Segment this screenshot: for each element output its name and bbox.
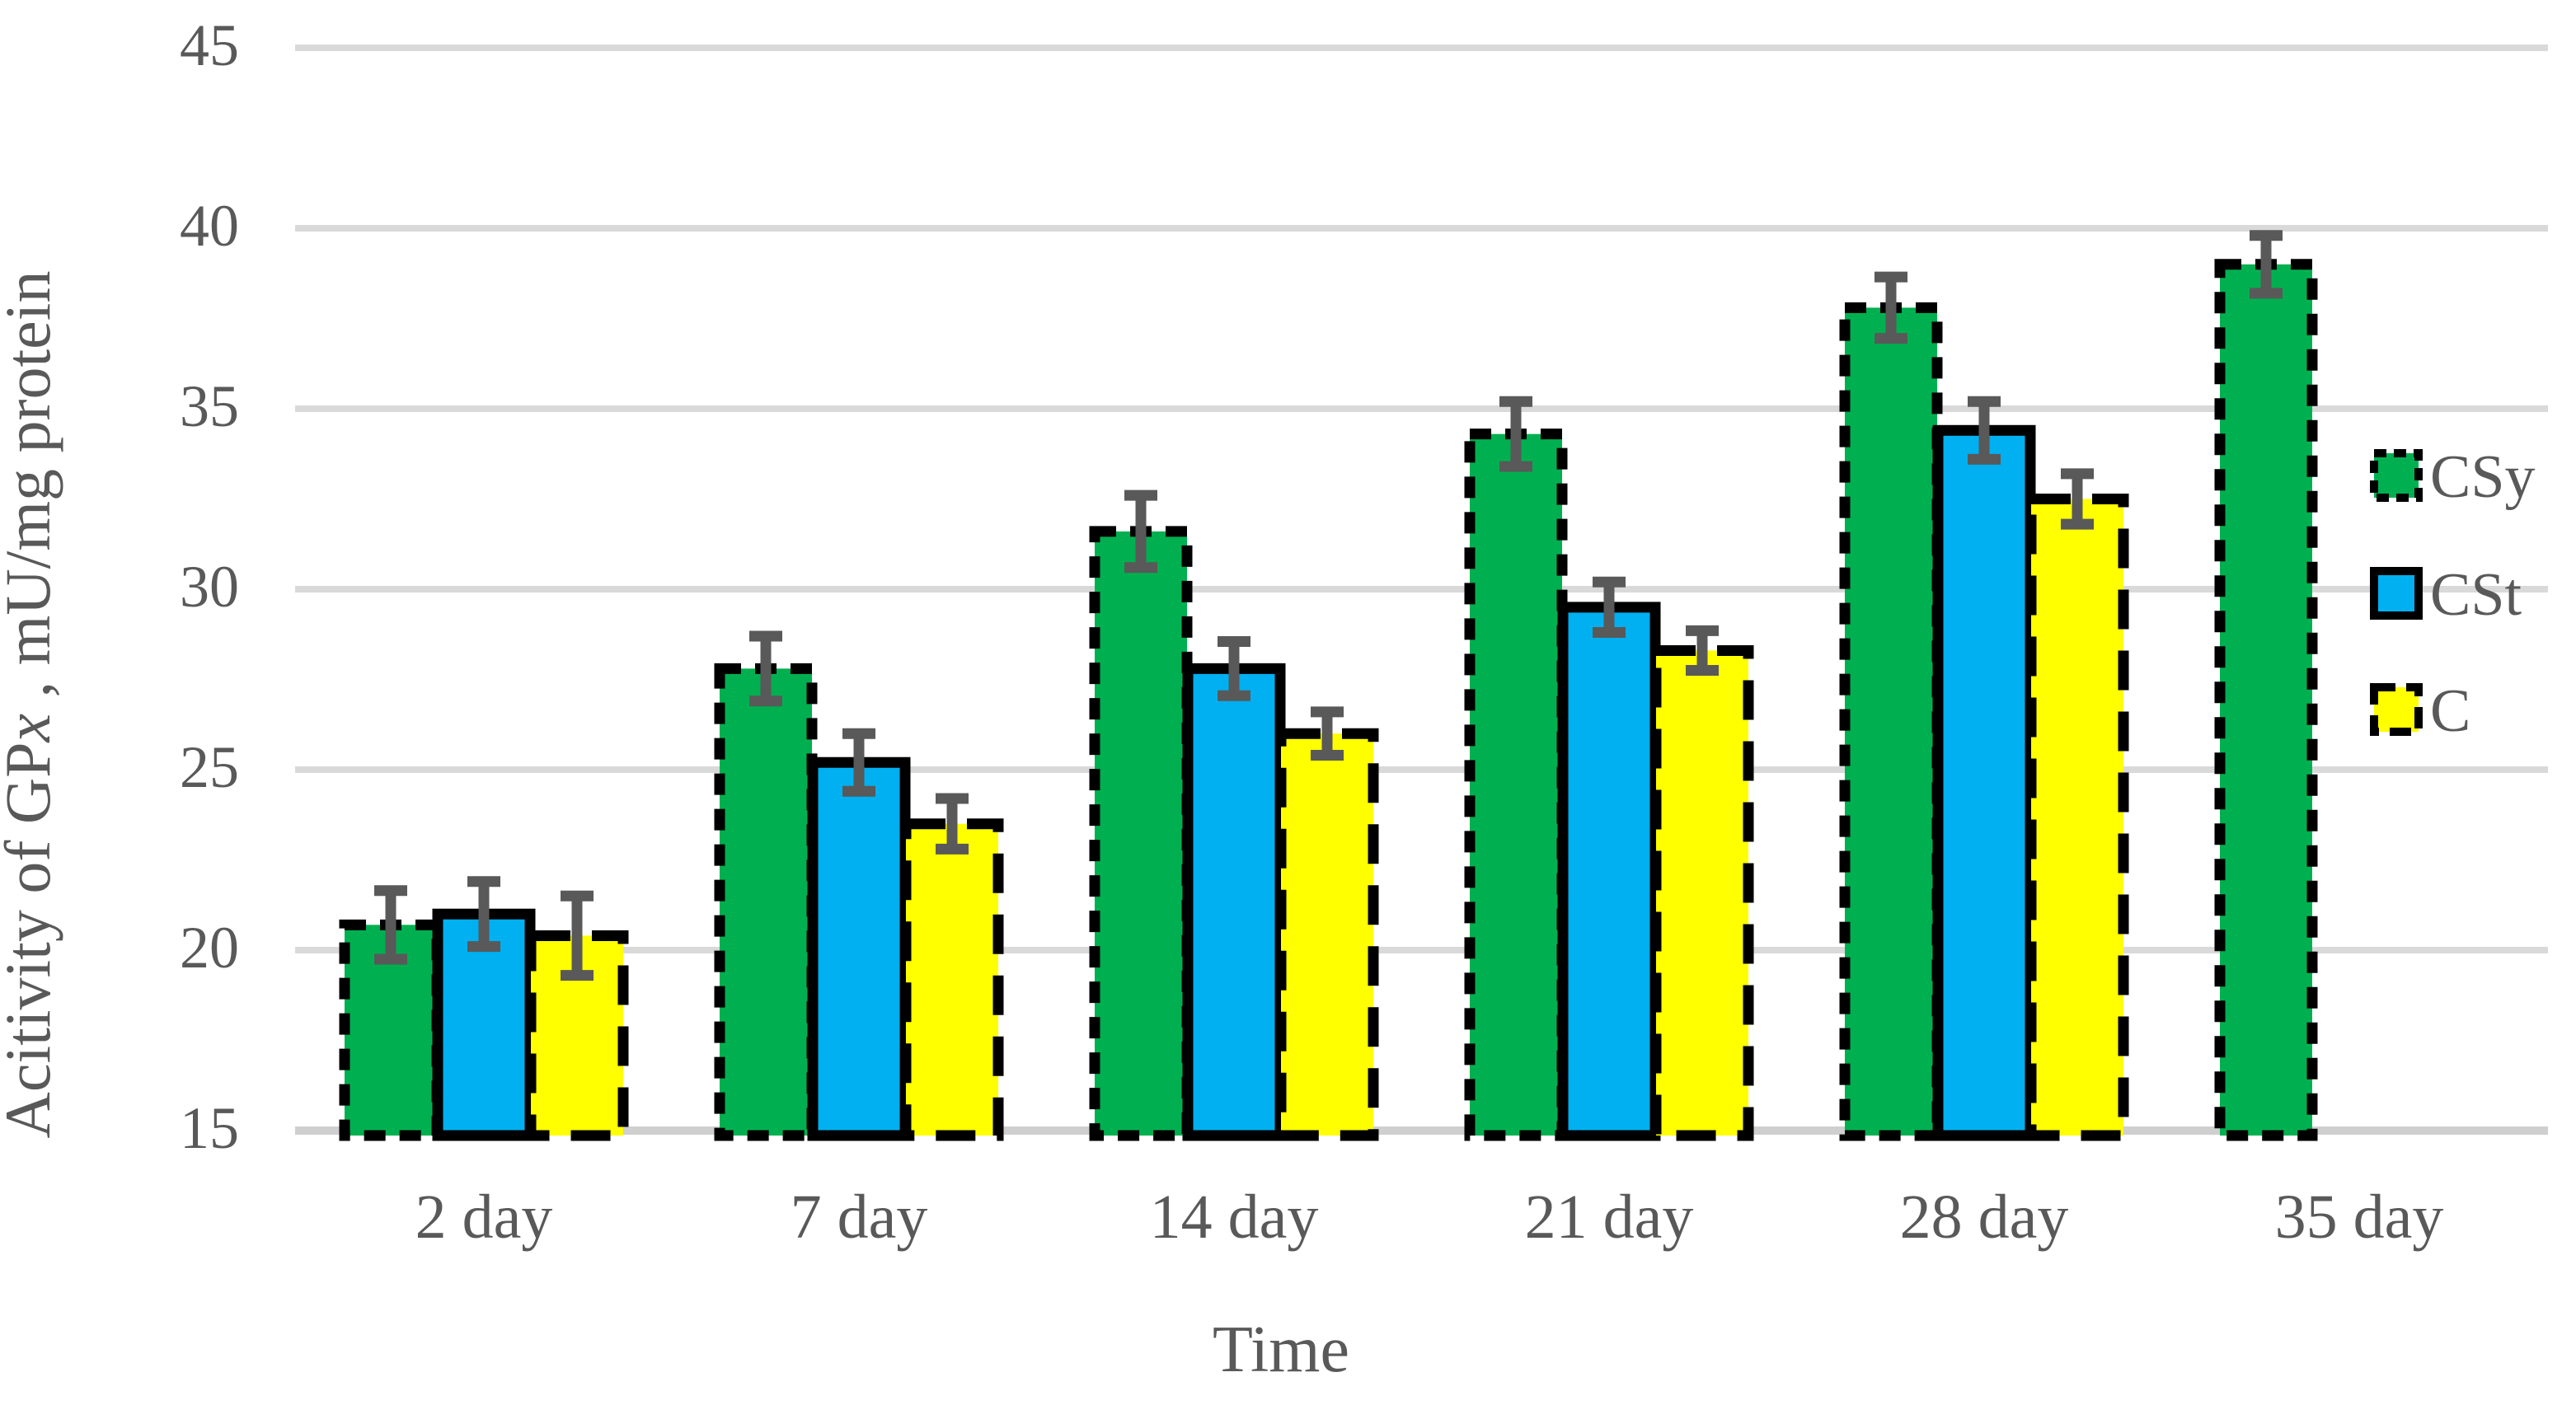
legend-swatch-C	[2370, 683, 2423, 736]
x-axis-title: Time	[1213, 1314, 1349, 1386]
error-bar-CSy-28-day	[1875, 271, 1907, 344]
bar-C-21-day	[1650, 644, 1754, 1141]
y-axis-title: Acitivity of GPx , mU/mg protein	[0, 271, 63, 1139]
error-bar-CSt-14-day	[1218, 636, 1250, 701]
x-tick-label-35-day: 35 day	[2275, 1183, 2444, 1252]
bar-C-28-day	[2025, 494, 2129, 1141]
legend-label-CSy: CSy	[2430, 443, 2536, 511]
y-tick-label-40: 40	[180, 193, 239, 259]
error-bar-CSy-35-day	[2250, 230, 2283, 299]
error-bar-CSt-21-day	[1593, 576, 1626, 639]
bar-CSy-7-day	[714, 663, 818, 1141]
bar-CSy-21-day	[1464, 429, 1568, 1141]
y-tick-label-15: 15	[180, 1095, 239, 1161]
bar-CSt-28-day	[1932, 424, 2036, 1141]
error-bar-CSt-2-day	[467, 876, 500, 953]
x-tick-label-7-day: 7 day	[791, 1183, 928, 1252]
bar-CSt-14-day	[1182, 663, 1286, 1141]
bar-CSy-35-day	[2214, 259, 2318, 1141]
y-axis-title-part: x	[0, 713, 63, 742]
y-tick-label-35: 35	[180, 373, 239, 439]
bar-C-14-day	[1275, 728, 1379, 1141]
error-bar-C-21-day	[1686, 625, 1719, 677]
legend-label-C: C	[2430, 677, 2470, 745]
legend-label-CSt: CSt	[2430, 561, 2522, 629]
y-tick-label-30: 30	[180, 554, 239, 620]
bar-CSt-7-day	[807, 756, 911, 1141]
legend-item-C: C	[2370, 677, 2470, 745]
bar-CSy-14-day	[1089, 526, 1193, 1141]
x-tick-label-21-day: 21 day	[1525, 1183, 1694, 1252]
error-bar-C-14-day	[1311, 706, 1344, 761]
error-bar-CSt-7-day	[842, 728, 875, 797]
error-bar-CSt-28-day	[1968, 396, 2001, 465]
legend-swatch-CSt	[2370, 567, 2423, 620]
bar-CSy-28-day	[1839, 302, 1943, 1141]
y-axis-title-part: Acitivity of GP	[0, 742, 63, 1138]
y-axis-title-part: , mU/mg protein	[0, 271, 63, 714]
y-tick-label-20: 20	[180, 915, 239, 981]
x-tick-label-28-day: 28 day	[1900, 1183, 2069, 1252]
x-tick-label-14-day: 14 day	[1150, 1183, 1319, 1252]
legend-item-CSy: CSy	[2370, 443, 2536, 511]
bar-CSt-21-day	[1557, 602, 1661, 1141]
error-bar-C-7-day	[936, 793, 969, 855]
y-tick-label-45: 45	[180, 12, 239, 78]
error-bar-CSy-21-day	[1499, 396, 1532, 472]
error-bar-CSy-7-day	[749, 630, 782, 707]
error-bar-CSy-2-day	[374, 885, 407, 965]
y-tick-label-25: 25	[180, 734, 239, 800]
legend-swatch-CSy	[2370, 449, 2423, 502]
bar-C-7-day	[900, 818, 1004, 1141]
x-tick-label-2-day: 2 day	[415, 1183, 553, 1252]
legend-item-CSt: CSt	[2370, 561, 2522, 629]
error-bar-C-2-day	[561, 890, 594, 981]
error-bar-C-28-day	[2061, 468, 2094, 530]
error-bar-CSy-14-day	[1124, 489, 1157, 574]
